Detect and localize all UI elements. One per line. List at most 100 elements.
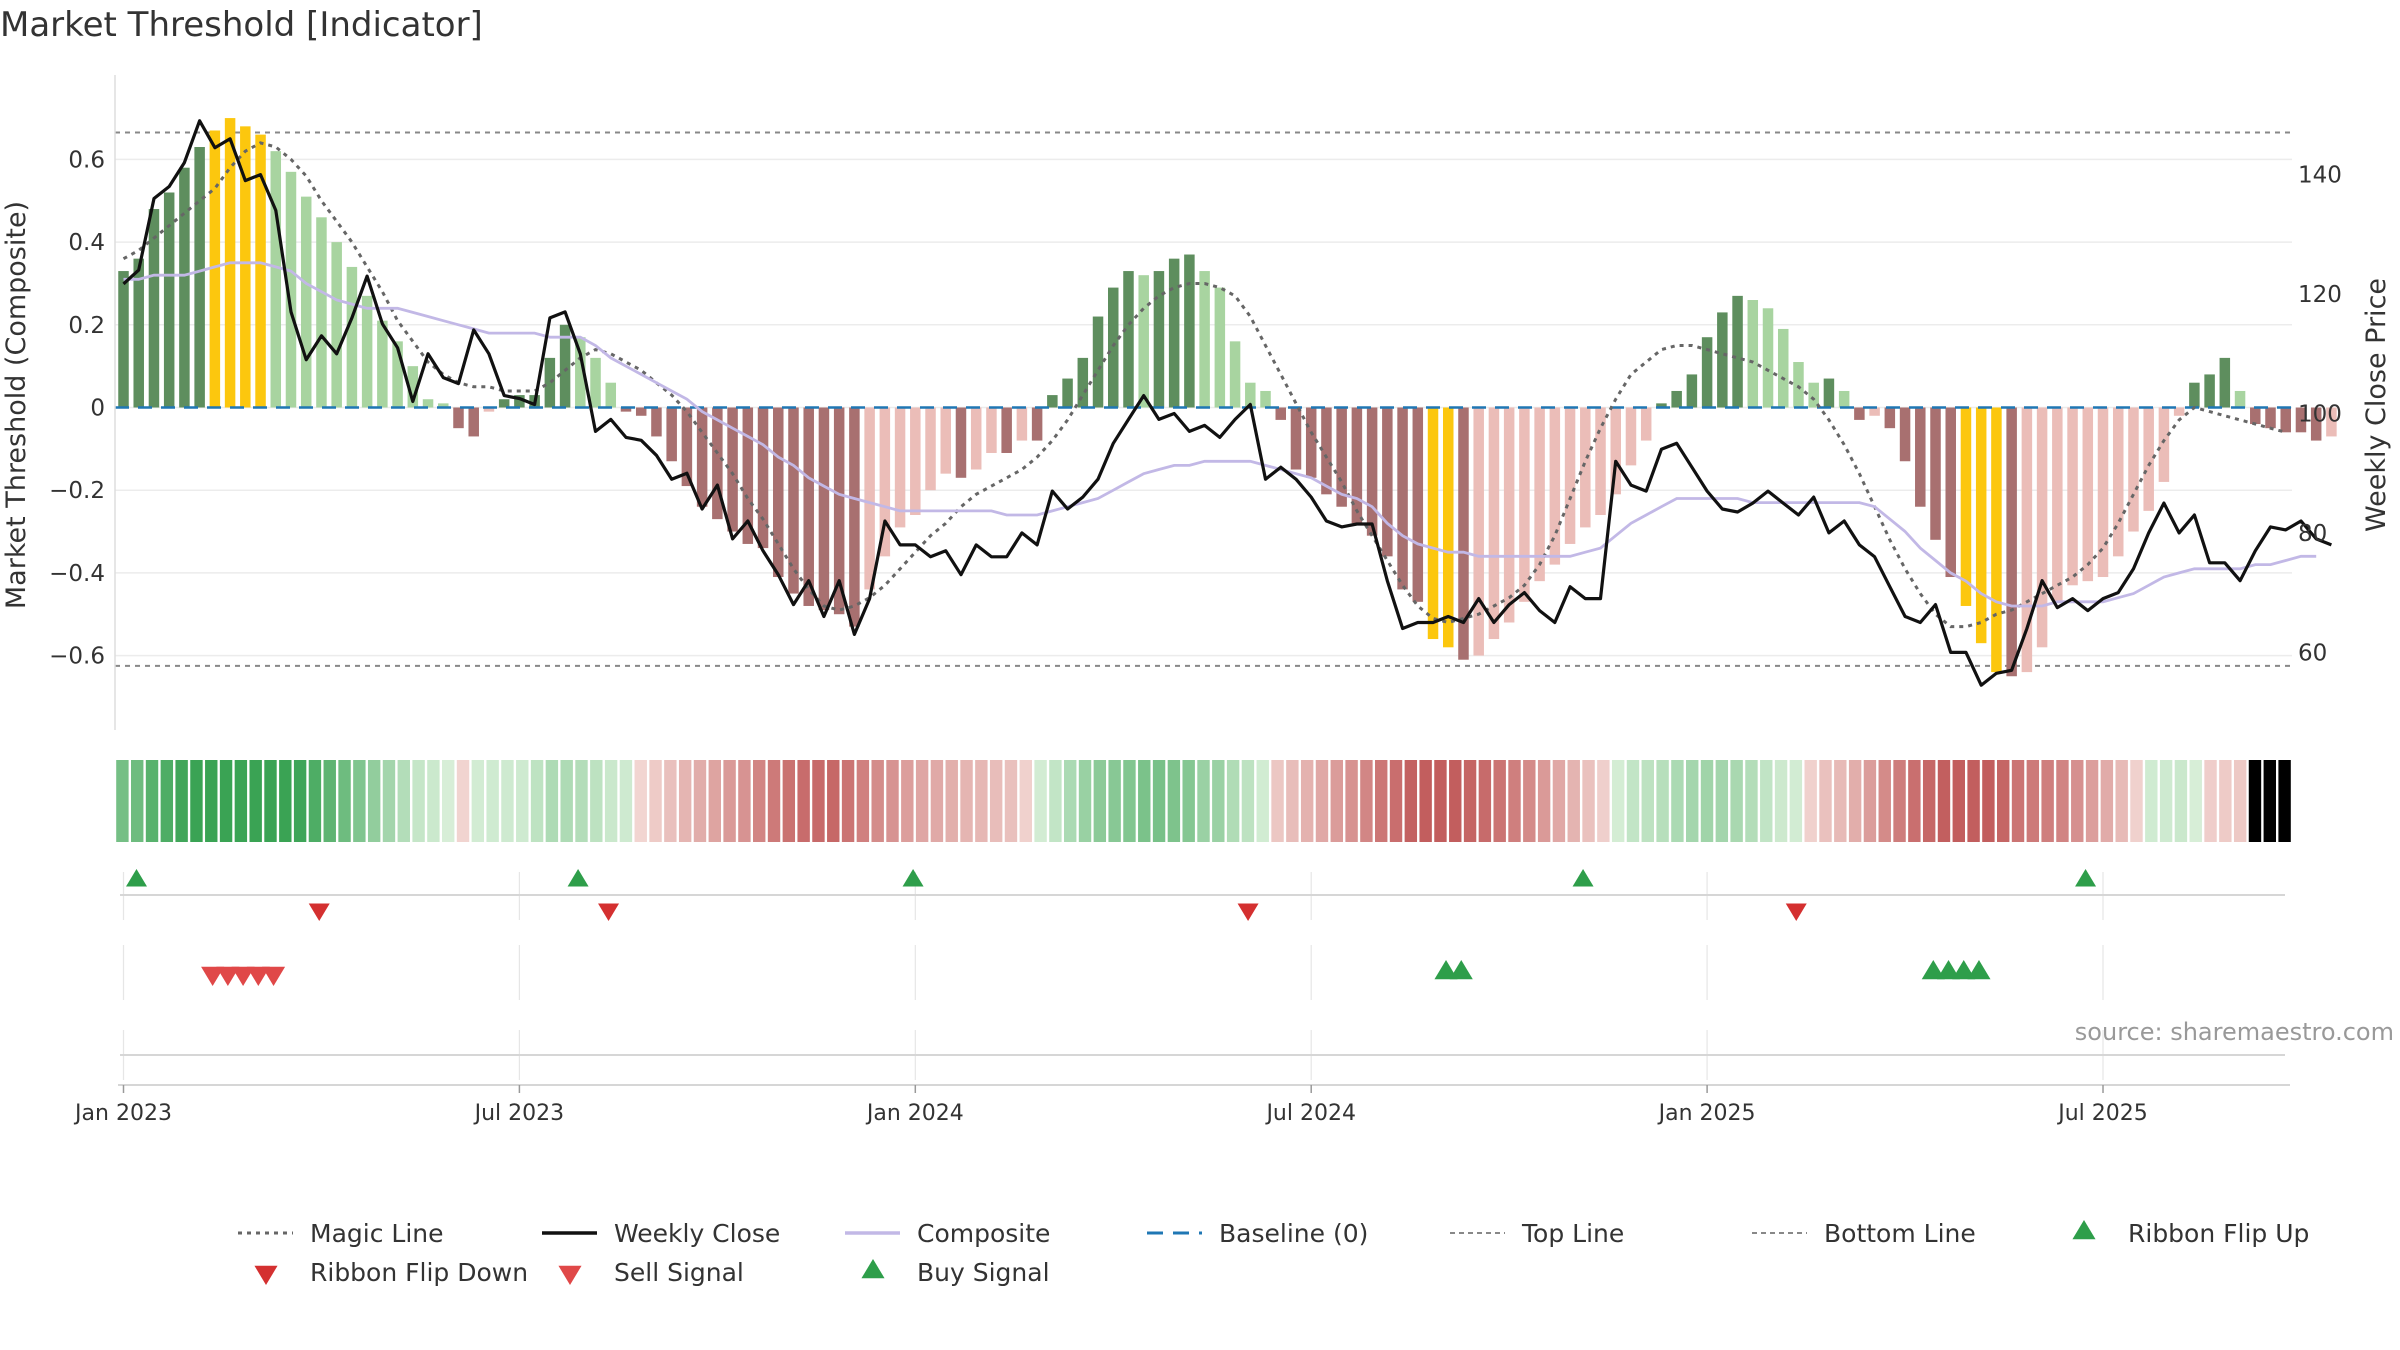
x-tick-label: Jul 2024	[1264, 1101, 1356, 1126]
ribbon-cell	[604, 760, 618, 842]
histogram-bar	[2006, 407, 2017, 677]
ribbon-cell	[1937, 760, 1951, 842]
ribbon-cell	[1967, 760, 1980, 842]
ribbon-cell	[1167, 760, 1181, 842]
y-tick-left: −0.4	[49, 561, 105, 587]
ribbon-panel	[116, 760, 2291, 842]
histogram-bar	[1884, 407, 1896, 429]
histogram-bar	[1229, 341, 1241, 408]
ribbon-cell	[486, 760, 499, 842]
histogram-bar	[1534, 407, 1545, 582]
ribbon-cell	[1952, 760, 1965, 842]
ribbon-cell	[160, 760, 174, 842]
legend-swatch	[558, 1265, 582, 1285]
ribbon-cell	[219, 760, 233, 842]
histogram-bar	[2036, 407, 2048, 648]
ribbon-cell	[915, 760, 929, 842]
histogram-bar	[1473, 407, 1484, 656]
ribbon-cell	[1152, 760, 1166, 842]
histogram-bar	[2250, 407, 2261, 425]
histogram-bar	[514, 395, 525, 408]
ribbon-cell	[427, 760, 440, 842]
ribbon-cell	[886, 760, 899, 842]
legend-label: Top Line	[1521, 1219, 1624, 1248]
histogram-bar	[255, 134, 266, 408]
buy-signal-marker	[1936, 960, 1961, 980]
sell-signal-marker	[246, 966, 270, 986]
histogram-bar	[1671, 390, 1682, 408]
ribbon-cell	[530, 760, 544, 842]
ribbon-cell	[1093, 760, 1107, 842]
ribbon-cell	[1671, 760, 1684, 842]
histogram-bar	[1762, 308, 1774, 408]
legend-item: Weekly Close	[542, 1219, 780, 1248]
ribbon-cell	[1523, 760, 1536, 842]
histogram-bar	[1016, 407, 1028, 441]
signal-panel	[118, 869, 2290, 1086]
ribbon-cell	[812, 760, 825, 842]
y-tick-left: 0.4	[68, 230, 105, 256]
ribbon-cell	[664, 760, 677, 842]
histogram-bar	[1351, 407, 1363, 524]
ribbon-cell	[1182, 760, 1195, 842]
ribbon-cell	[1804, 760, 1817, 842]
histogram-bar	[544, 357, 556, 408]
histogram-bar	[1077, 357, 1089, 408]
histogram-bar	[1625, 407, 1637, 466]
axes: 0.6 0.4 0.2 0 −0.2 −0.4 −0.6 140 120 100 80 60 Jan 2…	[49, 75, 2342, 1126]
histogram-bar	[818, 407, 830, 611]
histogram-bar	[1747, 300, 1759, 408]
ribbon-cell	[279, 760, 292, 842]
legend-item: Ribbon Flip Up	[2072, 1219, 2309, 1248]
histogram-bar	[651, 407, 662, 437]
histogram-bar	[2234, 390, 2246, 408]
ribbon-cell	[234, 760, 248, 842]
ribbon-cell	[797, 760, 810, 842]
ribbon-cell	[649, 760, 662, 842]
ribbon-cell	[1123, 760, 1136, 842]
histogram-bar	[453, 407, 464, 429]
histogram-bar	[1001, 407, 1012, 453]
histogram-bar	[1991, 407, 2002, 673]
ribbon-cell	[1641, 760, 1654, 842]
histogram-bar	[1732, 295, 1743, 408]
histogram-bar	[1305, 407, 1317, 478]
histogram-bar	[1869, 407, 1880, 416]
histogram-bar	[1260, 390, 1271, 408]
histogram-bar	[1062, 378, 1073, 408]
ribbon-cell	[871, 760, 884, 842]
y-tick-left: −0.6	[49, 644, 105, 670]
source-text: source: sharemaestro.com	[2075, 1018, 2394, 1046]
legend: Magic Line Weekly Close Composite Baseline …	[238, 1219, 2309, 1287]
histogram-bar	[1838, 390, 1850, 408]
ribbon-cell	[1715, 760, 1729, 842]
ribbon-flip-down-marker	[598, 903, 620, 921]
ribbon-cell	[782, 760, 796, 842]
ribbon-cell	[1434, 760, 1447, 842]
ribbon-cell	[930, 760, 944, 842]
y-axis-label-left: Market Threshold (Composite)	[1, 201, 32, 609]
histogram-bar	[2158, 407, 2170, 482]
histogram-bar	[712, 407, 723, 520]
histogram-bar	[1930, 407, 1941, 540]
ribbon-cell	[338, 760, 351, 842]
ribbon-cell	[2100, 760, 2114, 842]
ribbon-cell	[678, 760, 692, 842]
ribbon-cell	[1982, 760, 1995, 842]
histogram-bar	[788, 407, 799, 594]
ribbon-cell	[1878, 760, 1891, 842]
y-tick-right: 60	[2298, 640, 2327, 666]
ribbon-cell	[2085, 760, 2099, 842]
ribbon-cell	[1241, 760, 1255, 842]
histogram-bar	[955, 407, 967, 478]
legend-item: Composite	[845, 1219, 1050, 1248]
histogram-bar	[833, 407, 845, 615]
ribbon-flip-up-marker	[902, 869, 924, 887]
histogram-bar	[1153, 271, 1165, 408]
ribbon-cell	[1893, 760, 1906, 842]
histogram-bar	[1108, 287, 1119, 408]
ribbon-cell	[1034, 760, 1047, 842]
histogram-bar	[879, 407, 891, 557]
ribbon-cell	[1300, 760, 1314, 842]
y-tick-right: 140	[2298, 163, 2342, 189]
